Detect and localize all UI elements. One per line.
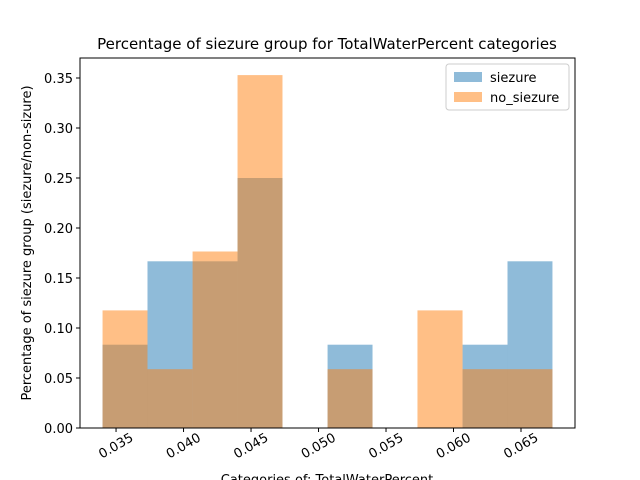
x-tick-label: 0.060 [434, 431, 474, 463]
legend-label: no_siezure [490, 91, 559, 106]
bar [507, 369, 553, 428]
x-tick-label: 0.050 [299, 431, 339, 463]
y-tick-label: 0.20 [44, 222, 73, 237]
x-tick-label: 0.045 [231, 431, 271, 463]
bar [102, 310, 148, 428]
bar [417, 310, 463, 428]
legend-label: siezure [490, 71, 537, 86]
bar [147, 369, 193, 428]
x-tick-label: 0.055 [366, 431, 406, 463]
y-tick-label: 0.05 [44, 372, 73, 387]
axes-frame [79, 57, 576, 429]
x-axis-label: Categories of: TotalWaterPercent [221, 473, 434, 480]
bar [192, 251, 238, 428]
y-tick-label: 0.15 [44, 272, 73, 287]
y-tick-label: 0.35 [44, 72, 73, 87]
y-tick-label: 0.25 [44, 172, 73, 187]
bar [462, 369, 508, 428]
legend-swatch [454, 72, 482, 82]
x-tick-label: 0.065 [501, 431, 541, 463]
y-axis-label: Percentage of siezure group (siezure/non… [20, 85, 35, 400]
chart-title: Percentage of siezure group for TotalWat… [97, 35, 557, 53]
x-tick-label: 0.040 [164, 431, 204, 463]
bar [327, 369, 373, 428]
bar [237, 75, 283, 428]
y-tick-label: 0.30 [44, 122, 73, 137]
legend-swatch [454, 92, 482, 102]
y-tick-label: 0.00 [44, 422, 73, 437]
x-tick-label: 0.035 [96, 431, 136, 463]
y-tick-label: 0.10 [44, 322, 73, 337]
